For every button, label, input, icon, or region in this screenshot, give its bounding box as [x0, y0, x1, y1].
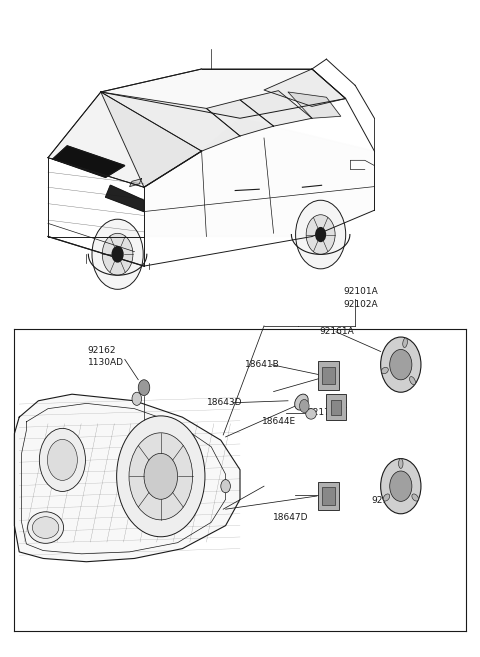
Bar [331, 400, 341, 415]
Ellipse shape [306, 409, 316, 419]
Text: 18643D: 18643D [207, 397, 243, 407]
Text: 92102A: 92102A [343, 300, 378, 309]
Circle shape [221, 480, 230, 493]
Bar [318, 482, 339, 510]
Circle shape [390, 471, 412, 501]
Text: 92170C: 92170C [307, 408, 342, 417]
Polygon shape [206, 100, 274, 136]
Polygon shape [48, 92, 202, 187]
Polygon shape [288, 92, 341, 118]
Ellipse shape [33, 516, 59, 539]
Text: 92162: 92162 [88, 346, 116, 355]
Polygon shape [144, 118, 374, 237]
Circle shape [390, 350, 412, 380]
Circle shape [48, 440, 77, 480]
Circle shape [296, 200, 346, 269]
Polygon shape [240, 91, 312, 126]
Ellipse shape [412, 494, 419, 501]
Circle shape [132, 392, 142, 405]
Polygon shape [130, 179, 142, 187]
Circle shape [381, 337, 421, 392]
Polygon shape [101, 69, 346, 118]
Ellipse shape [398, 459, 403, 468]
Text: 1130AD: 1130AD [88, 357, 124, 367]
Circle shape [144, 453, 178, 499]
Ellipse shape [295, 394, 308, 410]
Ellipse shape [27, 512, 63, 543]
Circle shape [138, 380, 150, 396]
Circle shape [117, 416, 205, 537]
Polygon shape [53, 146, 125, 177]
Bar [323, 367, 335, 384]
Polygon shape [264, 69, 346, 106]
Text: 18647D: 18647D [273, 512, 308, 522]
Polygon shape [106, 185, 144, 212]
Text: 92161A: 92161A [319, 327, 354, 336]
Bar [323, 487, 335, 505]
Ellipse shape [409, 376, 415, 384]
Circle shape [92, 219, 143, 289]
Text: 18644E: 18644E [262, 417, 296, 426]
Text: 92101A: 92101A [343, 287, 378, 296]
Circle shape [102, 233, 133, 275]
Circle shape [381, 459, 421, 514]
Bar [326, 394, 346, 420]
Polygon shape [14, 394, 240, 562]
Circle shape [39, 428, 85, 491]
Circle shape [315, 227, 326, 242]
Polygon shape [101, 92, 240, 187]
Circle shape [111, 246, 124, 263]
Bar [318, 361, 339, 390]
Circle shape [300, 399, 309, 413]
Text: 18641B: 18641B [245, 360, 279, 369]
Ellipse shape [383, 494, 390, 501]
Ellipse shape [403, 338, 408, 348]
Ellipse shape [382, 367, 388, 374]
Circle shape [306, 215, 335, 254]
Circle shape [129, 433, 192, 520]
Text: 92191C: 92191C [371, 496, 406, 505]
